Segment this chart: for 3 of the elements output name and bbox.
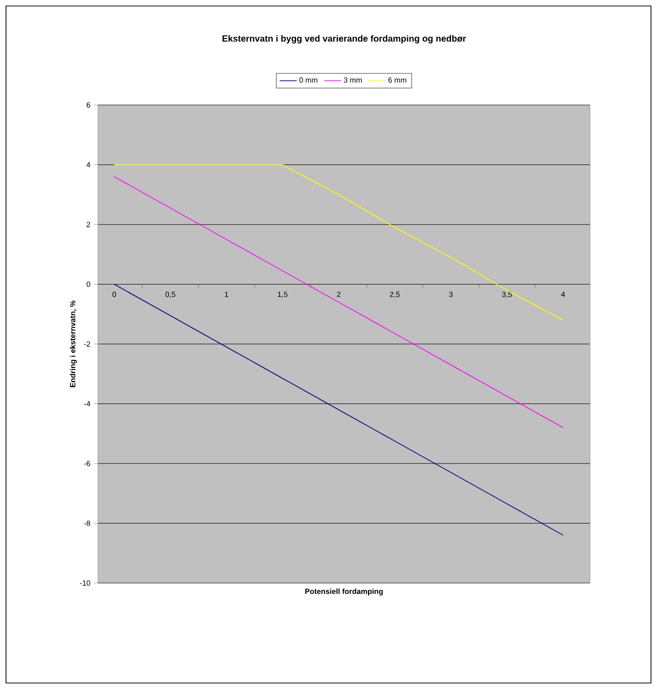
line-series (114, 176, 564, 428)
chart-title: Eksternvatn i bygg ved varierande fordamping og nedbør (222, 35, 466, 44)
line-series (114, 284, 564, 536)
